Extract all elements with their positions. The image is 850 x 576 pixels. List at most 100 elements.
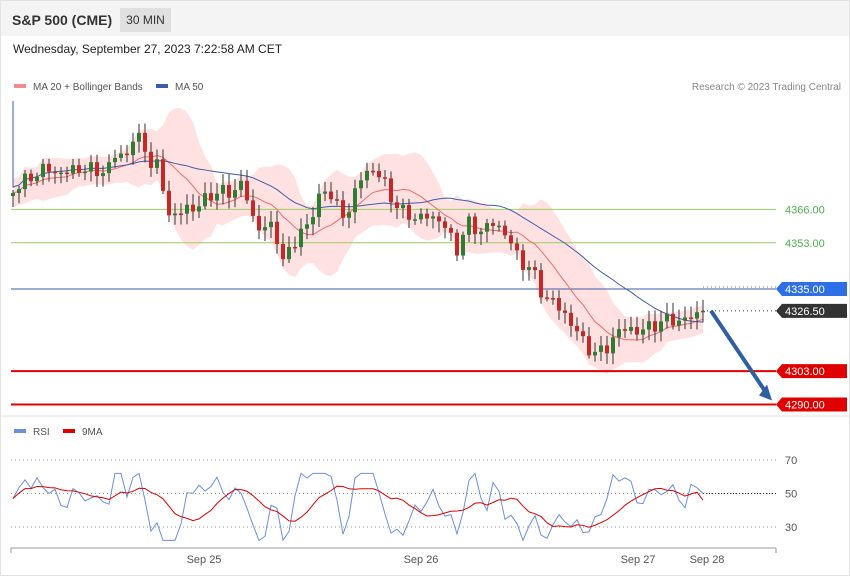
candle-body xyxy=(617,329,621,338)
candle-body xyxy=(143,132,147,152)
candle-body xyxy=(401,204,405,209)
candle-body xyxy=(113,157,117,163)
candle-body xyxy=(179,213,183,216)
level-tag-4326.50 xyxy=(776,303,847,318)
candle-body xyxy=(41,163,45,177)
candle-body xyxy=(677,320,681,326)
candle-body xyxy=(107,162,111,174)
candle-body xyxy=(119,153,123,158)
timestamp: Wednesday, September 27, 2023 7:22:58 AM… xyxy=(13,42,283,56)
candle-body xyxy=(455,232,459,256)
candle-body xyxy=(359,180,363,189)
candle-body xyxy=(203,193,207,207)
legend-swatch-9ma xyxy=(63,429,75,433)
candle-body xyxy=(293,246,297,249)
candle-body xyxy=(641,329,645,335)
candle-body xyxy=(125,153,129,156)
candle-body xyxy=(467,216,471,235)
projection-arrow-head xyxy=(759,384,772,401)
candle-body xyxy=(89,162,93,172)
candle-body xyxy=(563,310,567,313)
watermark: Research © 2023 Trading Central xyxy=(692,82,841,93)
header-bar: S&P 500 (CME) 30 MIN xyxy=(1,1,849,36)
candle-body xyxy=(23,173,27,190)
candle-body xyxy=(443,221,447,228)
candle-body xyxy=(347,212,351,218)
candle-body xyxy=(155,159,159,168)
candle-body xyxy=(83,171,87,174)
legend-label-ma20: MA 20 + Bollinger Bands xyxy=(33,82,143,93)
candle-body xyxy=(263,227,267,231)
rsi-line xyxy=(12,472,704,542)
candle-body xyxy=(245,180,249,201)
candle-body xyxy=(221,185,225,194)
candle-body xyxy=(365,170,369,181)
candle-body xyxy=(587,336,591,356)
candle-body xyxy=(545,297,549,299)
candle-body xyxy=(503,225,507,236)
candle-body xyxy=(695,312,699,319)
candle-body xyxy=(209,193,213,201)
candle-body xyxy=(149,151,153,168)
instrument-title: S&P 500 (CME) xyxy=(12,12,113,28)
candle-body xyxy=(377,170,381,178)
level-label-4353.00: 4353.00 xyxy=(785,238,825,250)
candle-body xyxy=(137,132,141,142)
candle-body xyxy=(575,325,579,332)
candle-body xyxy=(497,225,501,228)
rsi-9ma-line xyxy=(12,485,704,528)
candle-body xyxy=(605,345,609,354)
candle-body xyxy=(233,190,237,198)
candle-body xyxy=(389,178,393,203)
candle-body xyxy=(197,206,201,212)
candle-body xyxy=(53,171,57,174)
candle-body xyxy=(569,312,573,326)
candle-body xyxy=(419,213,423,220)
candle-body xyxy=(161,159,165,191)
rsi-tick-label: 50 xyxy=(785,489,797,501)
candle-body xyxy=(269,221,273,228)
candle-body xyxy=(515,243,519,251)
candle-body xyxy=(551,298,555,300)
candle-body xyxy=(287,246,291,260)
rsi-tick-label: 70 xyxy=(785,455,797,467)
candle-body xyxy=(581,331,585,337)
candle-body xyxy=(623,329,627,331)
candle-body xyxy=(665,313,669,322)
candle-body xyxy=(335,199,339,201)
candle-body xyxy=(281,243,285,260)
candle-body xyxy=(521,250,525,270)
candle-body xyxy=(191,204,195,212)
candle-body xyxy=(11,193,15,196)
candle-body xyxy=(629,327,633,331)
candle-body xyxy=(47,163,51,172)
candle-body xyxy=(461,234,465,256)
candle-body xyxy=(593,351,597,356)
candle-body xyxy=(323,191,327,194)
candle-body xyxy=(29,173,33,182)
x-tick-sep27: Sep 27 xyxy=(621,554,656,566)
x-tick-sep25: Sep 25 xyxy=(187,554,222,566)
candle-body xyxy=(77,165,81,173)
candle-body xyxy=(251,200,255,216)
projection-arrow-shaft xyxy=(709,309,768,394)
legend-swatch-ma20 xyxy=(14,84,26,88)
legend-swatch-rsi xyxy=(14,429,26,433)
candle-body xyxy=(311,217,315,225)
level-label-4366.00: 4366.00 xyxy=(785,204,825,216)
timeframe-badge[interactable]: 30 MIN xyxy=(120,8,171,32)
candle-body xyxy=(689,317,693,319)
candle-body xyxy=(539,270,543,298)
x-tick-sep28: Sep 28 xyxy=(690,554,725,566)
candle-body xyxy=(305,224,309,229)
candle-body xyxy=(653,321,657,332)
legend-label-rsi: RSI xyxy=(33,427,50,438)
level-tag-label-4303.00: 4303.00 xyxy=(785,366,825,378)
candle-body xyxy=(449,227,453,233)
candle-body xyxy=(167,190,171,216)
candle-body xyxy=(227,185,231,198)
bollinger-band xyxy=(13,108,703,374)
candle-body xyxy=(257,215,261,231)
candle-body xyxy=(329,191,333,200)
